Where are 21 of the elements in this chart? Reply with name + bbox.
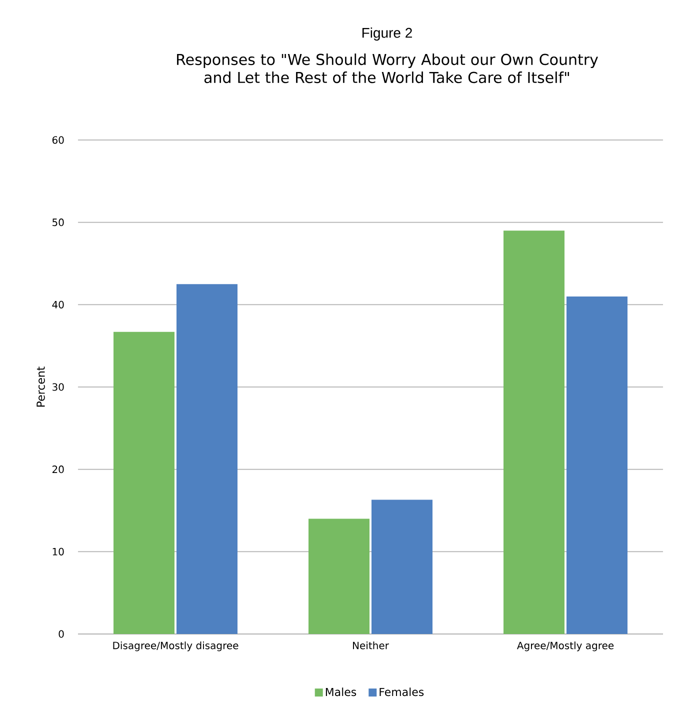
chart-title: Figure 2 [362, 28, 412, 41]
x-tick-label: Agree/Mostly agree [516, 642, 614, 652]
chart-subtitle: Responses to "We Should Worry About our Own Country and Let the Rest of the World Take Care of Itself" [177, 54, 598, 84]
y-tick-label: 40 [52, 300, 64, 308]
bar [176, 284, 238, 634]
y-axis-title: Percent [36, 366, 45, 407]
bar [566, 296, 628, 634]
y-tick-label: 50 [52, 218, 64, 226]
legend-label: Females [380, 688, 424, 696]
legend-label: Males [326, 688, 356, 696]
bar [503, 230, 564, 634]
bar [371, 500, 432, 634]
x-tick-label: Disagree/Mostly disagree [113, 642, 238, 652]
y-tick-label: 0 [58, 630, 64, 638]
y-tick-label: 20 [52, 466, 64, 474]
bar [308, 518, 370, 634]
bar [114, 332, 174, 634]
y-tick-label: 30 [52, 383, 64, 391]
x-tick-label: Neither [353, 642, 389, 650]
y-tick-label: 60 [52, 136, 64, 144]
y-tick-label: 10 [52, 548, 64, 556]
